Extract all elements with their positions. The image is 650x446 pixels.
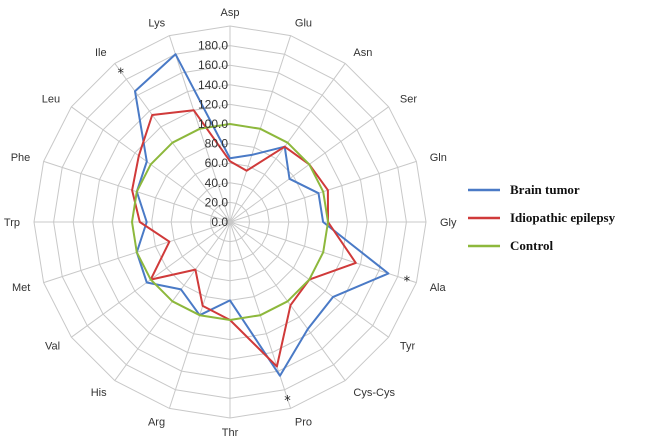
- legend-label: Brain tumor: [510, 182, 580, 197]
- category-label: His: [91, 387, 107, 399]
- series-line: [131, 123, 329, 321]
- category-label: Asp: [221, 7, 240, 19]
- category-label: Arg: [148, 417, 165, 429]
- radial-tick-label: 0.0: [211, 215, 228, 229]
- category-label: Gly: [440, 217, 457, 229]
- series-line: [134, 53, 390, 377]
- significance-marker: *: [284, 394, 291, 409]
- category-label: Ala: [430, 282, 447, 294]
- category-label: Thr: [222, 427, 239, 439]
- series-lines: [131, 53, 390, 377]
- category-label: Cys-Cys: [353, 387, 395, 399]
- category-label: Leu: [42, 94, 60, 106]
- category-label: Gln: [430, 152, 447, 164]
- grid: [33, 25, 427, 419]
- category-label: Pro: [295, 417, 312, 429]
- significance-marker: *: [117, 67, 124, 82]
- category-labels: Asp Glu Asn Ser Gln Gly Ala Tyr Cys-Cys Pro Thr Arg…: [4, 7, 457, 439]
- category-label: Val: [45, 340, 60, 352]
- radial-tick-label: 120.0: [198, 97, 228, 111]
- significance-marker: *: [404, 275, 411, 290]
- radial-tick-label: 40.0: [205, 176, 229, 190]
- radial-tick-label: 140.0: [198, 78, 228, 92]
- radial-tick-label: 20.0: [205, 195, 229, 209]
- legend-label: Idiopathic epilepsy: [510, 210, 616, 225]
- radial-tick-label: 60.0: [205, 156, 229, 170]
- radial-tick-label: 100.0: [198, 117, 228, 131]
- radial-tick-label: 80.0: [205, 137, 229, 151]
- radial-tick-label: 180.0: [198, 39, 228, 53]
- category-label: Asn: [353, 47, 372, 59]
- legend-label: Control: [510, 238, 553, 253]
- category-label: Met: [12, 282, 30, 294]
- category-label: Ser: [400, 94, 417, 106]
- category-label: Phe: [11, 152, 31, 164]
- category-label: Glu: [295, 17, 312, 29]
- annotations: * * *: [117, 67, 410, 409]
- radial-tick-label: 160.0: [198, 58, 228, 72]
- legend: Brain tumor Idiopathic epilepsy Control: [468, 182, 616, 253]
- radial-tick-labels: 0.0 20.0 40.0 60.0 80.0 100.0 120.0 140.0 160.0 1…: [198, 39, 228, 229]
- category-label: Tyr: [400, 340, 416, 352]
- category-label: Lys: [148, 17, 165, 29]
- category-label: Trp: [4, 217, 20, 229]
- category-label: Ile: [95, 47, 107, 59]
